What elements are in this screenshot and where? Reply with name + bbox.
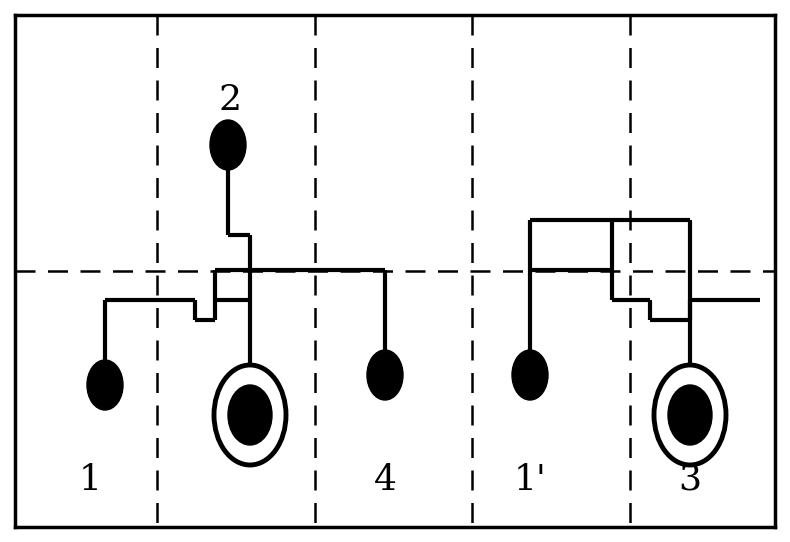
Ellipse shape: [367, 350, 403, 400]
Text: 1': 1': [514, 463, 547, 497]
Text: 3: 3: [679, 463, 702, 497]
Ellipse shape: [512, 350, 548, 400]
Ellipse shape: [654, 365, 726, 465]
Text: 4: 4: [374, 463, 397, 497]
Ellipse shape: [214, 365, 286, 465]
Ellipse shape: [228, 385, 272, 445]
Ellipse shape: [668, 385, 712, 445]
Ellipse shape: [210, 120, 246, 170]
Text: 2: 2: [219, 83, 242, 117]
Text: 1: 1: [78, 463, 101, 497]
Ellipse shape: [87, 360, 123, 410]
